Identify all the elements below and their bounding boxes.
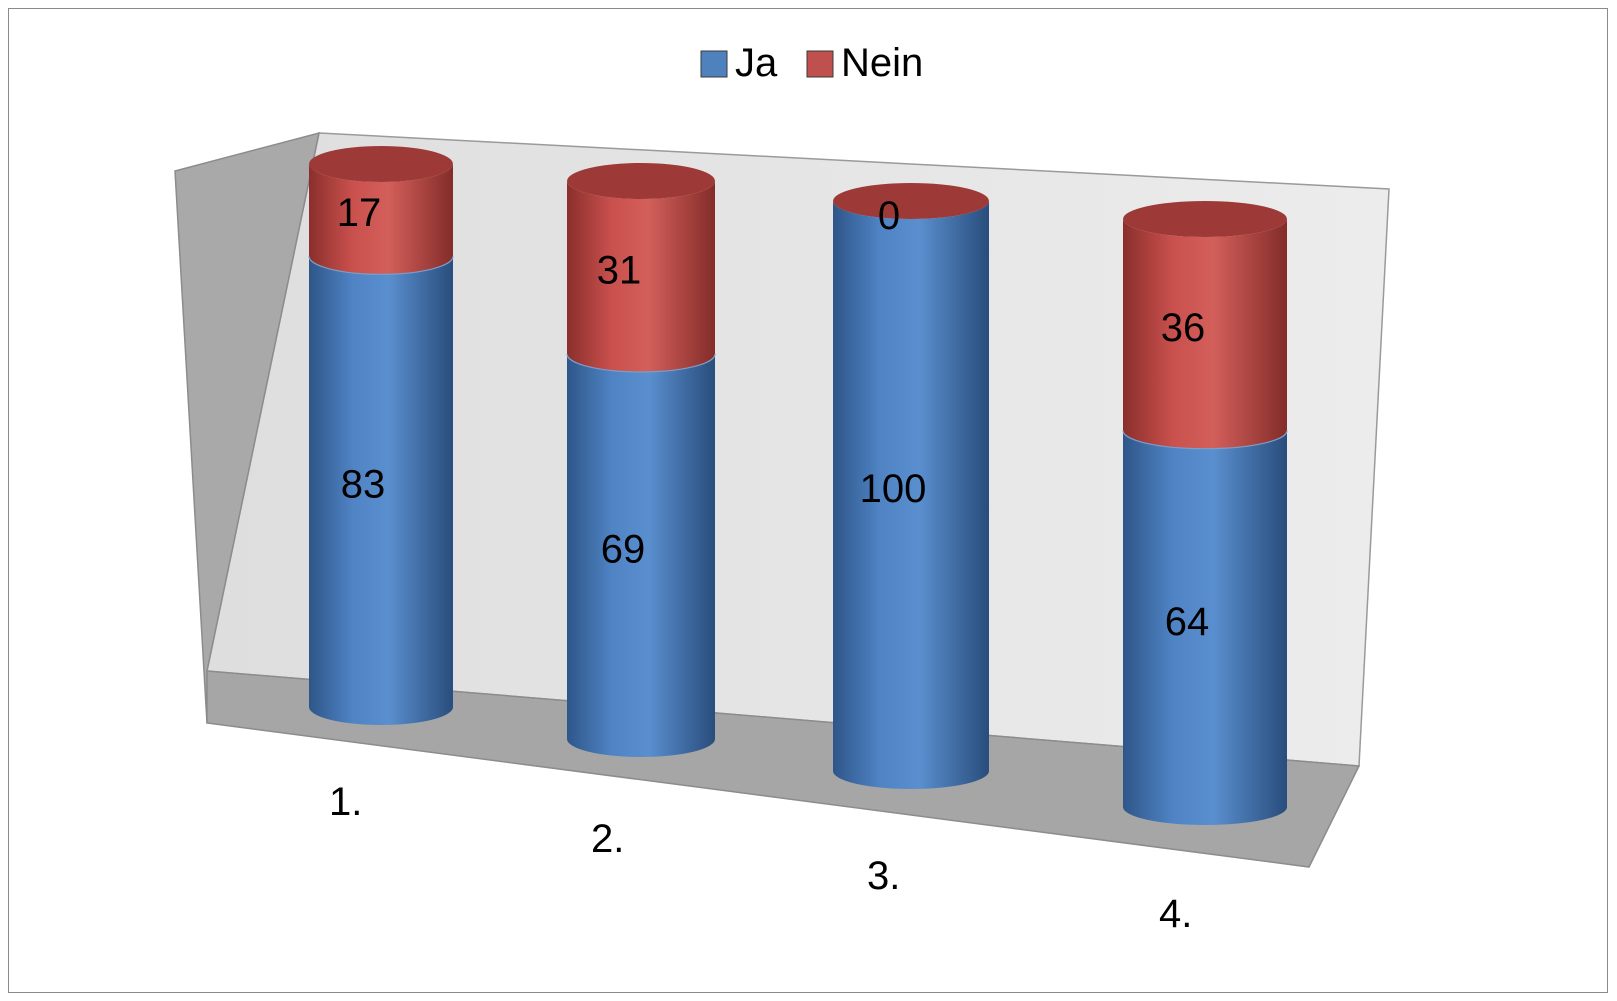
legend-label-ja: Ja — [735, 41, 778, 85]
bar-nein-2 — [567, 181, 715, 372]
data-label-nein-3: 0 — [878, 194, 900, 238]
cylinder-cap-1 — [309, 146, 453, 182]
data-label-ja-1: 83 — [341, 463, 386, 507]
segment-boundary-2 — [566, 353, 716, 373]
chart-frame: 83 17 69 31 100 0 64 36 1. 2. 3. 4. Ja Nein — [8, 8, 1608, 993]
data-labels: 83 17 69 31 100 0 64 36 — [337, 191, 1210, 644]
cylinders — [308, 146, 1288, 825]
category-label-3: 3. — [867, 854, 900, 898]
data-label-nein-1: 17 — [337, 191, 382, 235]
bar-ja-4 — [1123, 430, 1287, 825]
cylinder-3 — [833, 183, 989, 789]
cylinder-4 — [1122, 201, 1288, 825]
cylinder-cap-3 — [833, 183, 989, 219]
cylinder-cap-4 — [1123, 201, 1287, 237]
data-label-ja-4: 64 — [1165, 600, 1210, 644]
cylinder-cap-2 — [567, 163, 715, 199]
data-label-nein-4: 36 — [1161, 306, 1206, 350]
chart-svg: 83 17 69 31 100 0 64 36 1. 2. 3. 4. Ja Nein — [174, 41, 1390, 936]
bar-ja-1 — [309, 256, 453, 725]
category-label-4: 4. — [1159, 892, 1192, 936]
data-label-nein-2: 31 — [597, 248, 642, 292]
segment-boundary-1 — [308, 256, 454, 275]
legend: Ja Nein — [700, 41, 923, 85]
category-label-2: 2. — [591, 817, 624, 861]
plot-walls — [174, 131, 1390, 868]
bar-nein-4 — [1123, 219, 1287, 449]
cylinder-1 — [308, 146, 454, 725]
data-label-ja-3: 100 — [860, 467, 927, 511]
segment-boundary-4 — [1122, 430, 1288, 450]
bar-nein-1 — [309, 164, 453, 275]
bar-ja-3 — [833, 201, 989, 789]
bar-ja-2 — [567, 353, 715, 757]
category-labels: 1. 2. 3. 4. — [329, 780, 1192, 936]
legend-swatch-ja — [700, 50, 728, 78]
data-label-ja-2: 69 — [601, 527, 646, 571]
legend-swatch-nein — [806, 50, 834, 78]
cylinder-2 — [566, 163, 716, 757]
category-label-1: 1. — [329, 780, 362, 824]
legend-label-nein: Nein — [841, 41, 923, 85]
